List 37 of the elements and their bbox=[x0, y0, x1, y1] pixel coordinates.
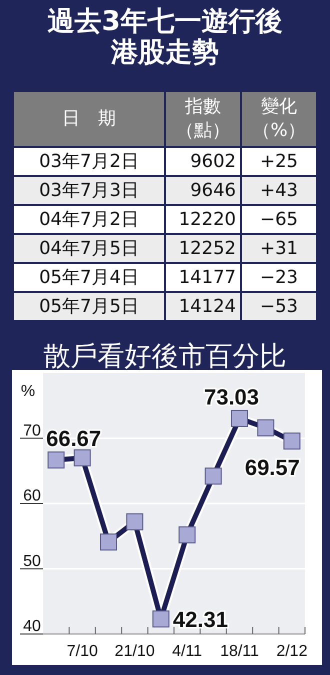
text: −65 bbox=[242, 206, 316, 233]
text: 日 期 bbox=[14, 92, 164, 146]
y-tick-label: 50 bbox=[23, 552, 41, 570]
x-tick-label: 18/11 bbox=[220, 643, 260, 660]
text: −23 bbox=[242, 264, 316, 291]
text: 04年7月5日 bbox=[14, 235, 164, 262]
text: 過去3年七一遊行後港股走勢 bbox=[46, 5, 284, 68]
text: 14124 bbox=[166, 293, 240, 320]
text: 12220 bbox=[166, 206, 240, 233]
text: 14177 bbox=[166, 264, 240, 291]
text: 05年7月5日 bbox=[14, 293, 164, 320]
text: 9646 bbox=[166, 177, 240, 204]
y-tick-label: 70 bbox=[23, 422, 41, 440]
chart-title: 散戶看好後市百分比 bbox=[42, 340, 288, 374]
text: 05年7月4日 bbox=[14, 264, 164, 291]
x-tick-label: 7/10 bbox=[66, 643, 98, 660]
data-label: 69.57 bbox=[244, 455, 300, 480]
text: −53 bbox=[242, 293, 316, 320]
y-axis-title: % bbox=[20, 383, 36, 400]
text: 指數（點） bbox=[166, 92, 240, 146]
text: 04年7月2日 bbox=[14, 206, 164, 233]
x-tick-label: 2/12 bbox=[276, 643, 308, 660]
data-label: 73.03 bbox=[204, 384, 260, 410]
text: +25 bbox=[242, 148, 316, 175]
text: +43 bbox=[242, 177, 316, 204]
text: 03年7月3日 bbox=[14, 177, 164, 204]
data-label: 42.31 bbox=[172, 606, 228, 632]
y-tick-label: 40 bbox=[23, 618, 41, 635]
data-label: 66.67 bbox=[46, 426, 102, 451]
text: 12252 bbox=[166, 235, 240, 262]
x-tick-label: 21/10 bbox=[114, 643, 155, 660]
text: 變化（%） bbox=[242, 92, 316, 146]
text: 9602 bbox=[166, 148, 240, 175]
x-tick-label: 4/11 bbox=[172, 643, 202, 660]
text: +31 bbox=[242, 235, 316, 262]
text: 03年7月2日 bbox=[14, 148, 164, 175]
y-tick-label: 60 bbox=[23, 488, 41, 504]
